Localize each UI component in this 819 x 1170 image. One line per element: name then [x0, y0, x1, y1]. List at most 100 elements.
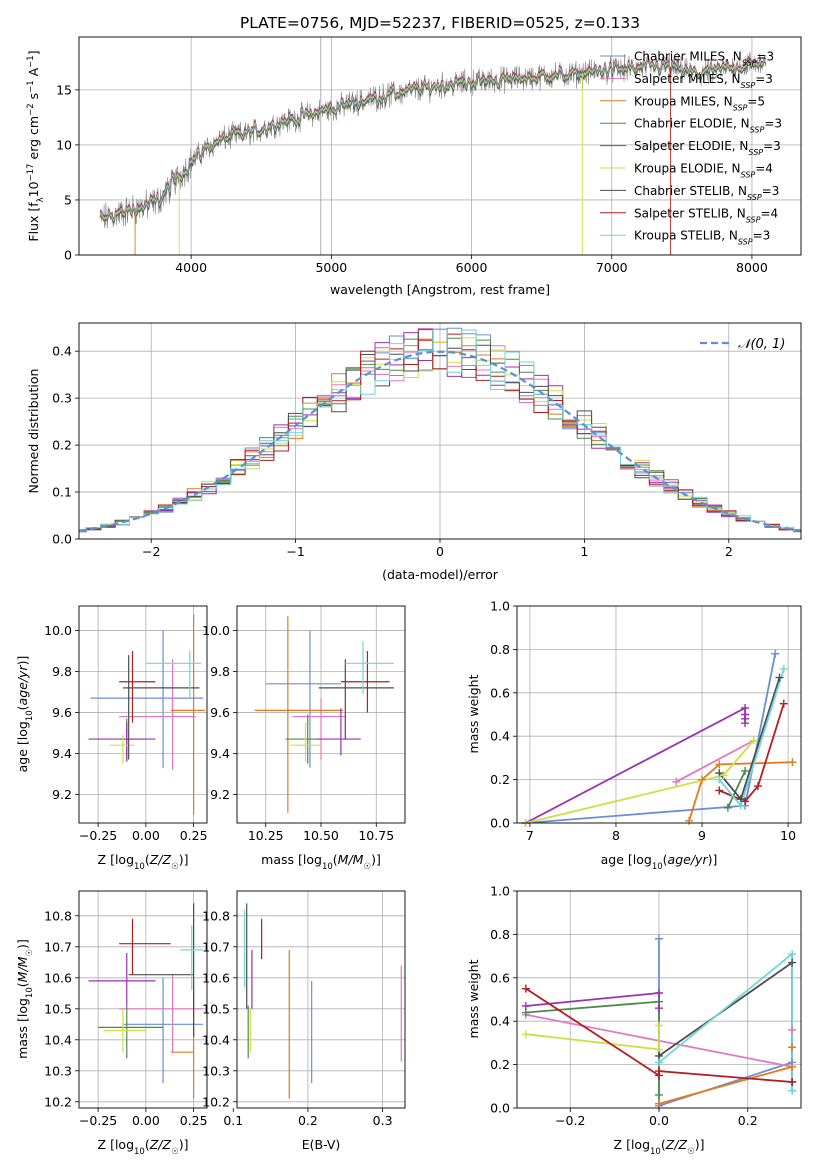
- legend-label-part: SSP: [746, 215, 761, 224]
- weight-marker-kroupa-elodie: [655, 1021, 663, 1030]
- grid-mass-vs-Z: [79, 891, 207, 1108]
- weight-marker-kroupa-stelib: [788, 949, 797, 958]
- spectrum-ylabel-part: −17: [26, 163, 36, 181]
- tick-label-x: 0.1: [223, 1113, 243, 1128]
- tick-label-x: 10.75: [358, 828, 394, 843]
- weight-marker-kroupa-miles: [788, 1062, 797, 1071]
- legend-label-part: =4: [760, 206, 778, 220]
- weight-vs-Z-xlabel-part: Z [log: [614, 1137, 650, 1152]
- age-vs-Z-xlabel-part: )]: [179, 852, 189, 867]
- tick-label-y: 0.6: [490, 685, 510, 700]
- legend-label-chabrier-elodie: Chabrier ELODIE, NSSP=3: [634, 117, 782, 135]
- tick-label-x: 8000: [736, 260, 768, 275]
- weight-vs-age-xlabel: age [log10(age/yr)]: [601, 852, 718, 872]
- grid-age-vs-Z: [79, 606, 207, 823]
- tick-label-x: 0.3: [373, 1113, 393, 1128]
- frame-mass-vs-Z: [78, 890, 208, 1109]
- model-line-salpeter-stelib: [99, 55, 767, 219]
- histogram-salpeter-stelib: [79, 333, 801, 532]
- weight-marker-salpeter-elodie: [655, 1004, 663, 1013]
- tick-label-y: 9.6: [210, 705, 230, 720]
- mass-vs-Z-ylabel-part: 10: [25, 987, 35, 998]
- frame-mass-vs-EBV: [236, 890, 406, 1109]
- weight-line-kroupa-stelib: [658, 952, 793, 1091]
- age-vs-Z-ylabel-part: )]: [15, 656, 30, 666]
- legend-label-part: SSP: [742, 58, 757, 67]
- axes-mass-vs-Z: −0.25 0.00 0.25 10.2 10.3 10.4 10.5 10.6 10.7 10.…: [15, 890, 208, 1157]
- legend-label-part: Kroupa STELIB, N: [634, 229, 738, 243]
- legend-label-part: Chabrier ELODIE, N: [634, 117, 750, 131]
- weight-line-salpeter-miles: [675, 739, 755, 783]
- weight-marker-kroupa-stelib: [788, 1086, 797, 1095]
- weight-marker-kroupa-miles: [788, 1043, 797, 1052]
- mass-vs-Z-xlabel-part: Z/Z: [149, 1137, 172, 1152]
- weight-vs-Z-xlabel-part: Z/Z: [665, 1137, 688, 1152]
- tick-label-y: 10.8: [44, 908, 72, 923]
- spectrum-ylabel-part: −2: [26, 103, 36, 116]
- frame-spectrum: [78, 36, 802, 256]
- tick-label-y: 10.6: [202, 970, 230, 985]
- model-line-chabrier-stelib: [99, 60, 767, 224]
- weight-marker-kroupa-elodie: [749, 736, 758, 745]
- weight-vs-Z-xlabel-part: 10: [650, 1147, 661, 1157]
- weight-marker-salpeter-elodie: [741, 719, 750, 728]
- tick-label-y: 9.6: [52, 705, 72, 720]
- weight-vs-age-xlabel-part: age [log: [601, 852, 652, 867]
- plot-area-age-vs-mass: [237, 606, 405, 823]
- mass-vs-Z-xlabel: Z [log10(Z/Z☉)]: [98, 1137, 189, 1157]
- tick-label-x: 10.25: [248, 828, 284, 843]
- legend-label-part: =5: [747, 94, 765, 108]
- weight-marker-salpeter-stelib: [655, 1067, 663, 1076]
- legend-label-part: Kroupa ELODIE, N: [634, 162, 741, 176]
- model-line-kroupa-stelib: [99, 57, 767, 221]
- weight-line-chabrier-elodie: [726, 770, 746, 809]
- weight-line-salpeter-elodie: [525, 706, 746, 823]
- legend-label-part: SSP: [733, 103, 748, 112]
- frame-age-vs-Z: [78, 605, 208, 824]
- tick-label-y: 10.7: [44, 939, 72, 954]
- weight-vs-age-xlabel-part: (: [663, 852, 668, 867]
- weight-marker-kroupa-elodie: [719, 771, 728, 780]
- age-vs-mass-xlabel-part: ☉: [363, 862, 371, 872]
- spectrum-ylabel-part: erg cm: [26, 116, 41, 164]
- tick-label-x: −0.2: [555, 1113, 585, 1128]
- tick-label-x: 0.0: [649, 1113, 669, 1128]
- weight-marker-kroupa-stelib: [655, 1058, 663, 1067]
- tick-label-x: 0: [436, 544, 444, 559]
- tick-label-y: 9.8: [210, 664, 230, 679]
- tick-label-y: 9.2: [52, 787, 72, 802]
- legend-label-chabrier-stelib: Chabrier STELIB, NSSP=3: [634, 184, 779, 202]
- legend-label-part: Salpeter ELODIE, N: [634, 139, 748, 153]
- mass-vs-EBV-xlabel-part: E(B-V): [302, 1137, 341, 1152]
- spectrum-ylabel-part: −1: [26, 80, 36, 93]
- grid-spectrum: [79, 37, 801, 255]
- weight-line-salpeter-stelib: [718, 703, 785, 803]
- plot-area-mass-vs-Z: [79, 891, 207, 1108]
- tick-label-y: 0.2: [490, 772, 510, 787]
- tick-label-x: 9: [698, 828, 706, 843]
- residuals-xlabel: (data-model)/error: [382, 567, 499, 582]
- grid-weight-vs-age: [517, 606, 801, 823]
- legend-label-part: =4: [755, 162, 773, 176]
- mass-vs-Z-xlabel-part: 10: [134, 1147, 145, 1157]
- age-vs-Z-ylabel: age [log10(age/yr)]: [15, 656, 35, 773]
- legend-label-part: Kroupa MILES, N: [634, 94, 733, 108]
- legend-label-kroupa-stelib: Kroupa STELIB, NSSP=3: [634, 229, 770, 247]
- tick-label-x: 2: [725, 544, 733, 559]
- tick-label-y: 10.6: [44, 970, 72, 985]
- plot-area-mass-vs-EBV: [237, 891, 405, 1108]
- tick-label-y: 9.2: [210, 787, 230, 802]
- spectrum-ylabel-part: s: [26, 93, 41, 104]
- age-vs-mass-xlabel-part: (: [333, 852, 338, 867]
- weight-marker-chabrier-miles: [771, 649, 780, 658]
- tick-label-y: 0.0: [490, 816, 510, 831]
- mass-vs-Z-ylabel-part: (: [15, 982, 30, 987]
- tick-label-x: −1: [286, 544, 304, 559]
- spectrum-ylabel-part: Flux [f: [26, 202, 41, 242]
- tick-label-x: 6000: [456, 260, 488, 275]
- weight-vs-Z-xlabel-part: (: [661, 1137, 666, 1152]
- weight-marker-salpeter-elodie: [521, 1002, 530, 1011]
- tick-label-y: 10.2: [44, 1094, 72, 1109]
